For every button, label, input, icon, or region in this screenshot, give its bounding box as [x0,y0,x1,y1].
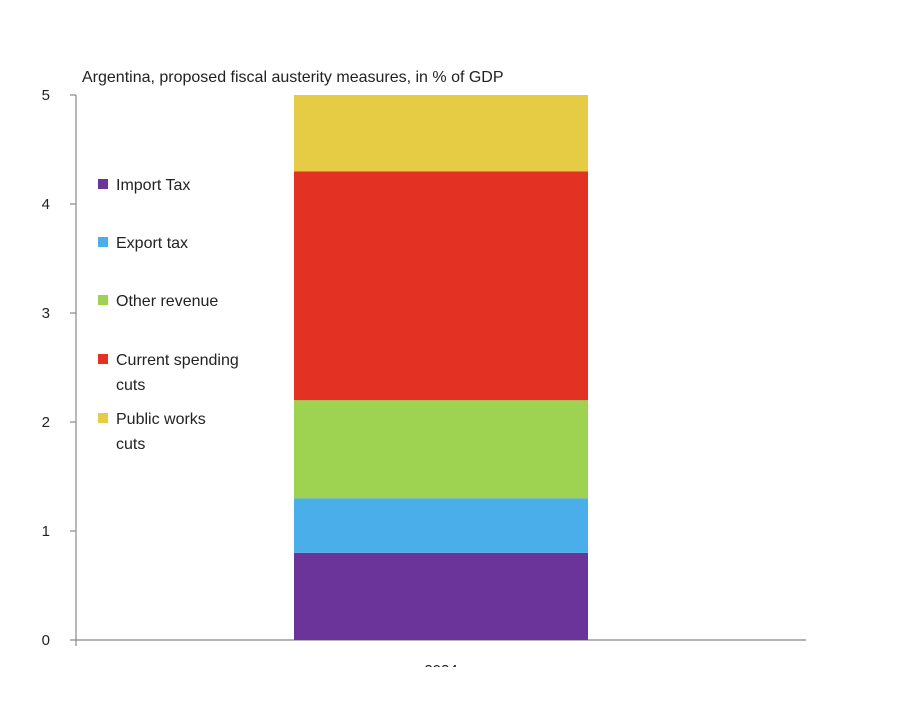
chart-title: Argentina, proposed fiscal austerity mea… [82,69,504,86]
legend-label: Public works cuts [116,411,206,453]
x-axis: 2024 [75,639,806,706]
bar-segments [294,95,588,640]
y-tick-label: 2 [42,414,50,431]
bar-segment-import-tax [294,552,588,640]
legend-label: Export tax [116,235,188,252]
legend: Import Tax Export tax Other revenue Current… [98,177,239,453]
y-tick-label: 5 [42,87,50,104]
y-tick-label: 0 [42,632,50,649]
legend-label: Current spending cuts [116,352,239,394]
bar-segment-current-spending-cuts [294,171,588,401]
legend-swatch [98,295,108,305]
legend-label: Other revenue [116,293,218,310]
y-tick-label: 3 [42,305,50,322]
bar-segment-other-revenue [294,400,588,499]
y-tick-label: 4 [42,196,50,213]
legend-swatch [98,237,108,247]
bar-segment-export-tax [294,498,588,553]
y-axis: 0 1 2 3 4 5 [42,87,77,649]
bar-segment-public-works-cuts [294,95,588,172]
legend-swatch [98,354,108,364]
legend-swatch [98,413,108,423]
legend-swatch [98,179,108,189]
y-tick-label: 1 [42,523,50,540]
legend-label: Import Tax [116,177,190,194]
crop-mask [86,667,786,706]
